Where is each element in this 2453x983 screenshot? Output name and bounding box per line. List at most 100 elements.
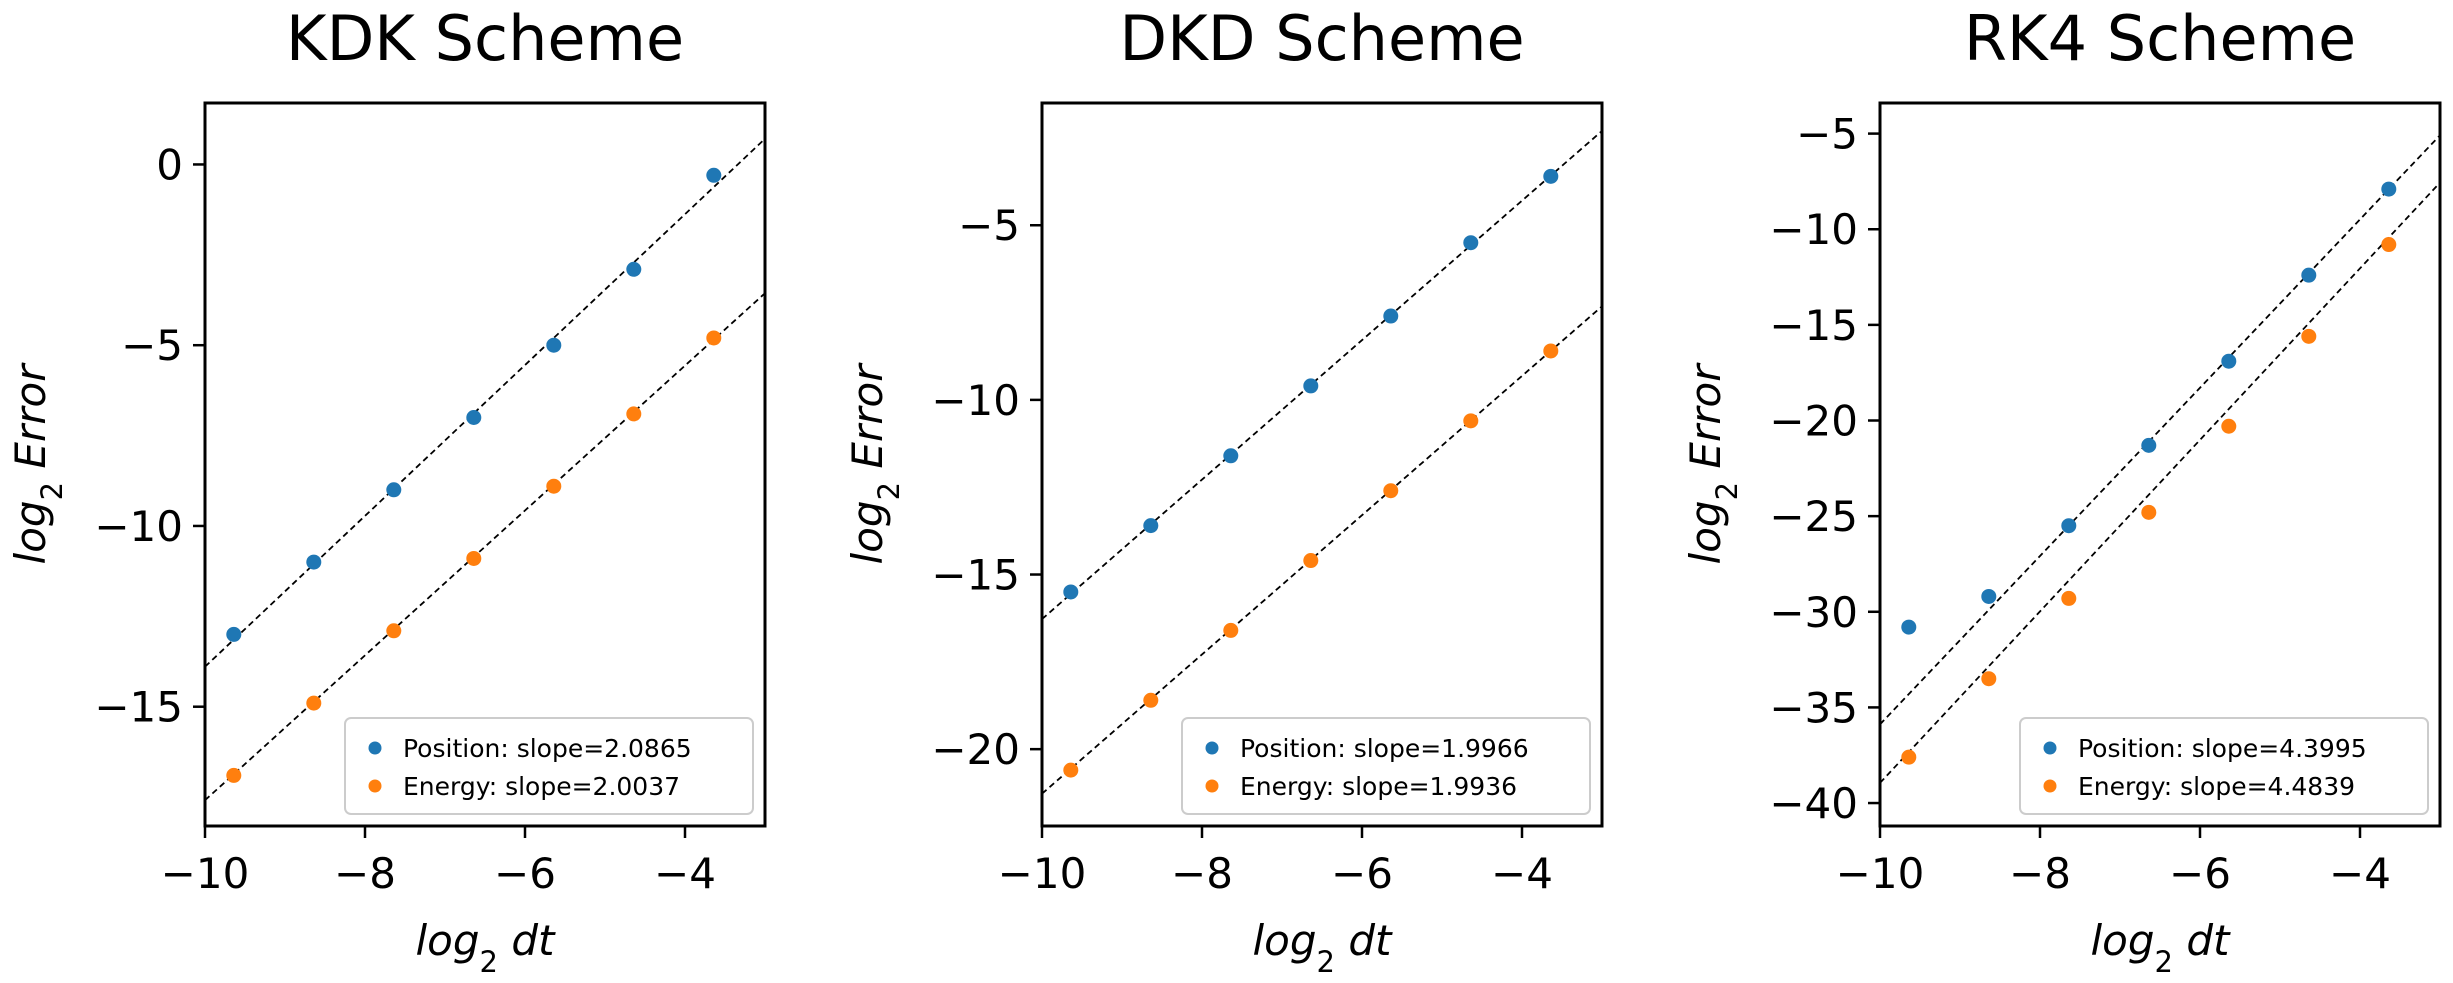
y-tick-label: −15 — [1769, 301, 1858, 350]
energy-point — [1303, 553, 1319, 569]
position-point — [2141, 437, 2157, 453]
y-axis-label-rest: Error — [1681, 362, 1730, 482]
x-tick-label: −6 — [1331, 849, 1393, 898]
x-axis-label-sub: 2 — [2155, 945, 2173, 979]
y-axis-label-main: log — [1681, 500, 1730, 564]
position-point — [1223, 448, 1239, 464]
energy-point — [1543, 343, 1559, 359]
y-tick-label: −20 — [931, 725, 1020, 774]
y-tick-label: −10 — [931, 376, 1020, 425]
legend: Position: slope=1.9966 Energy: slope=1.99… — [1181, 717, 1591, 815]
position-point — [1463, 235, 1479, 251]
x-axis-label: log2 dt — [1253, 916, 1393, 979]
x-axis-label-rest: dt — [498, 916, 556, 965]
y-axis-label: log2 Error — [843, 362, 906, 565]
energy-point — [2381, 237, 2397, 253]
legend: Position: slope=4.3995 Energy: slope=4.48… — [2019, 717, 2429, 815]
energy-point — [1223, 622, 1239, 638]
energy-point — [1901, 749, 1917, 765]
legend-box — [2019, 717, 2429, 815]
energy-point — [2141, 504, 2157, 520]
x-axis-label-main: log — [416, 916, 480, 965]
position-point — [1981, 588, 1997, 604]
x-tick-label: −8 — [2009, 849, 2071, 898]
energy-point — [386, 623, 402, 639]
energy-point — [2301, 328, 2317, 344]
x-axis-label-rest: dt — [1335, 916, 1393, 965]
x-tick-label: −10 — [1836, 849, 1925, 898]
position-point — [546, 337, 562, 353]
energy-point — [1981, 671, 1997, 687]
axes-frame — [203, 101, 767, 828]
position-point — [706, 167, 722, 183]
legend-marker-position — [2043, 741, 2057, 755]
legend-marker-position — [368, 741, 382, 755]
y-tick-label: −10 — [1769, 205, 1858, 254]
energy-point — [466, 550, 482, 566]
legend-marker-energy — [368, 779, 382, 793]
axes-frame — [1040, 101, 1604, 828]
x-axis-label: log2 dt — [2091, 916, 2231, 979]
position-point — [386, 482, 402, 498]
fit-line-energy — [1042, 305, 1602, 795]
legend-marker-position — [1205, 741, 1219, 755]
legend-marker-energy — [1205, 779, 1219, 793]
axes-frame — [1878, 101, 2442, 828]
fit-line-position — [1880, 134, 2440, 725]
x-tick-label: −10 — [998, 849, 1087, 898]
position-point — [1543, 168, 1559, 184]
y-axis-label-sub: 2 — [872, 482, 906, 500]
energy-point — [706, 330, 722, 346]
y-tick-label: −40 — [1769, 779, 1858, 828]
energy-point — [546, 478, 562, 494]
fit-line-position — [205, 138, 765, 668]
position-point — [2381, 181, 2397, 197]
legend-label: Energy: slope=1.9936 — [1240, 772, 1517, 801]
y-axis-label-rest: Error — [6, 362, 55, 482]
fit-line-energy — [1880, 181, 2440, 784]
x-tick-label: −6 — [494, 849, 556, 898]
position-point — [2061, 518, 2077, 534]
x-axis-label: log2 dt — [416, 916, 556, 979]
x-tick-label: −4 — [2329, 849, 2391, 898]
energy-point — [1063, 762, 1079, 778]
position-point — [1143, 518, 1159, 534]
fit-line-energy — [205, 292, 765, 801]
y-tick-label: 0 — [156, 140, 183, 189]
energy-point — [1383, 483, 1399, 499]
y-tick-label: −30 — [1769, 588, 1858, 637]
y-tick-label: −20 — [1769, 397, 1858, 446]
chart-title: RK4 Scheme — [1964, 2, 2356, 75]
energy-point — [2221, 418, 2237, 434]
energy-point — [306, 695, 322, 711]
y-tick-label: −5 — [958, 201, 1020, 250]
x-tick-label: −6 — [2169, 849, 2231, 898]
x-axis-label-main: log — [2091, 916, 2155, 965]
x-axis-label-main: log — [1253, 916, 1317, 965]
position-point — [1303, 378, 1319, 394]
x-tick-label: −8 — [1171, 849, 1233, 898]
legend-label: Position: slope=2.0865 — [403, 734, 692, 763]
position-point — [1383, 308, 1399, 324]
y-tick-label: −10 — [94, 502, 183, 551]
energy-point — [2061, 590, 2077, 606]
y-axis-label-rest: Error — [843, 362, 892, 482]
position-point — [466, 410, 482, 426]
energy-point — [1463, 413, 1479, 429]
y-tick-label: −15 — [94, 683, 183, 732]
x-axis-label-rest: dt — [2173, 916, 2231, 965]
y-axis-label: log2 Error — [1681, 362, 1744, 565]
energy-point — [226, 767, 242, 783]
x-axis-label-sub: 2 — [1317, 945, 1335, 979]
chart-panel-3: RK4 Scheme −10 −8 −6 −4 −40 −35 −30 −25 −20 −15 −10… — [1681, 2, 2442, 979]
position-point — [1901, 619, 1917, 635]
position-point — [226, 626, 242, 642]
legend: Position: slope=2.0865 Energy: slope=2.00… — [344, 717, 754, 815]
y-tick-label: −15 — [931, 551, 1020, 600]
y-axis-label: log2 Error — [6, 362, 69, 565]
chart-title: KDK Scheme — [286, 2, 684, 75]
y-tick-label: −5 — [121, 321, 183, 370]
